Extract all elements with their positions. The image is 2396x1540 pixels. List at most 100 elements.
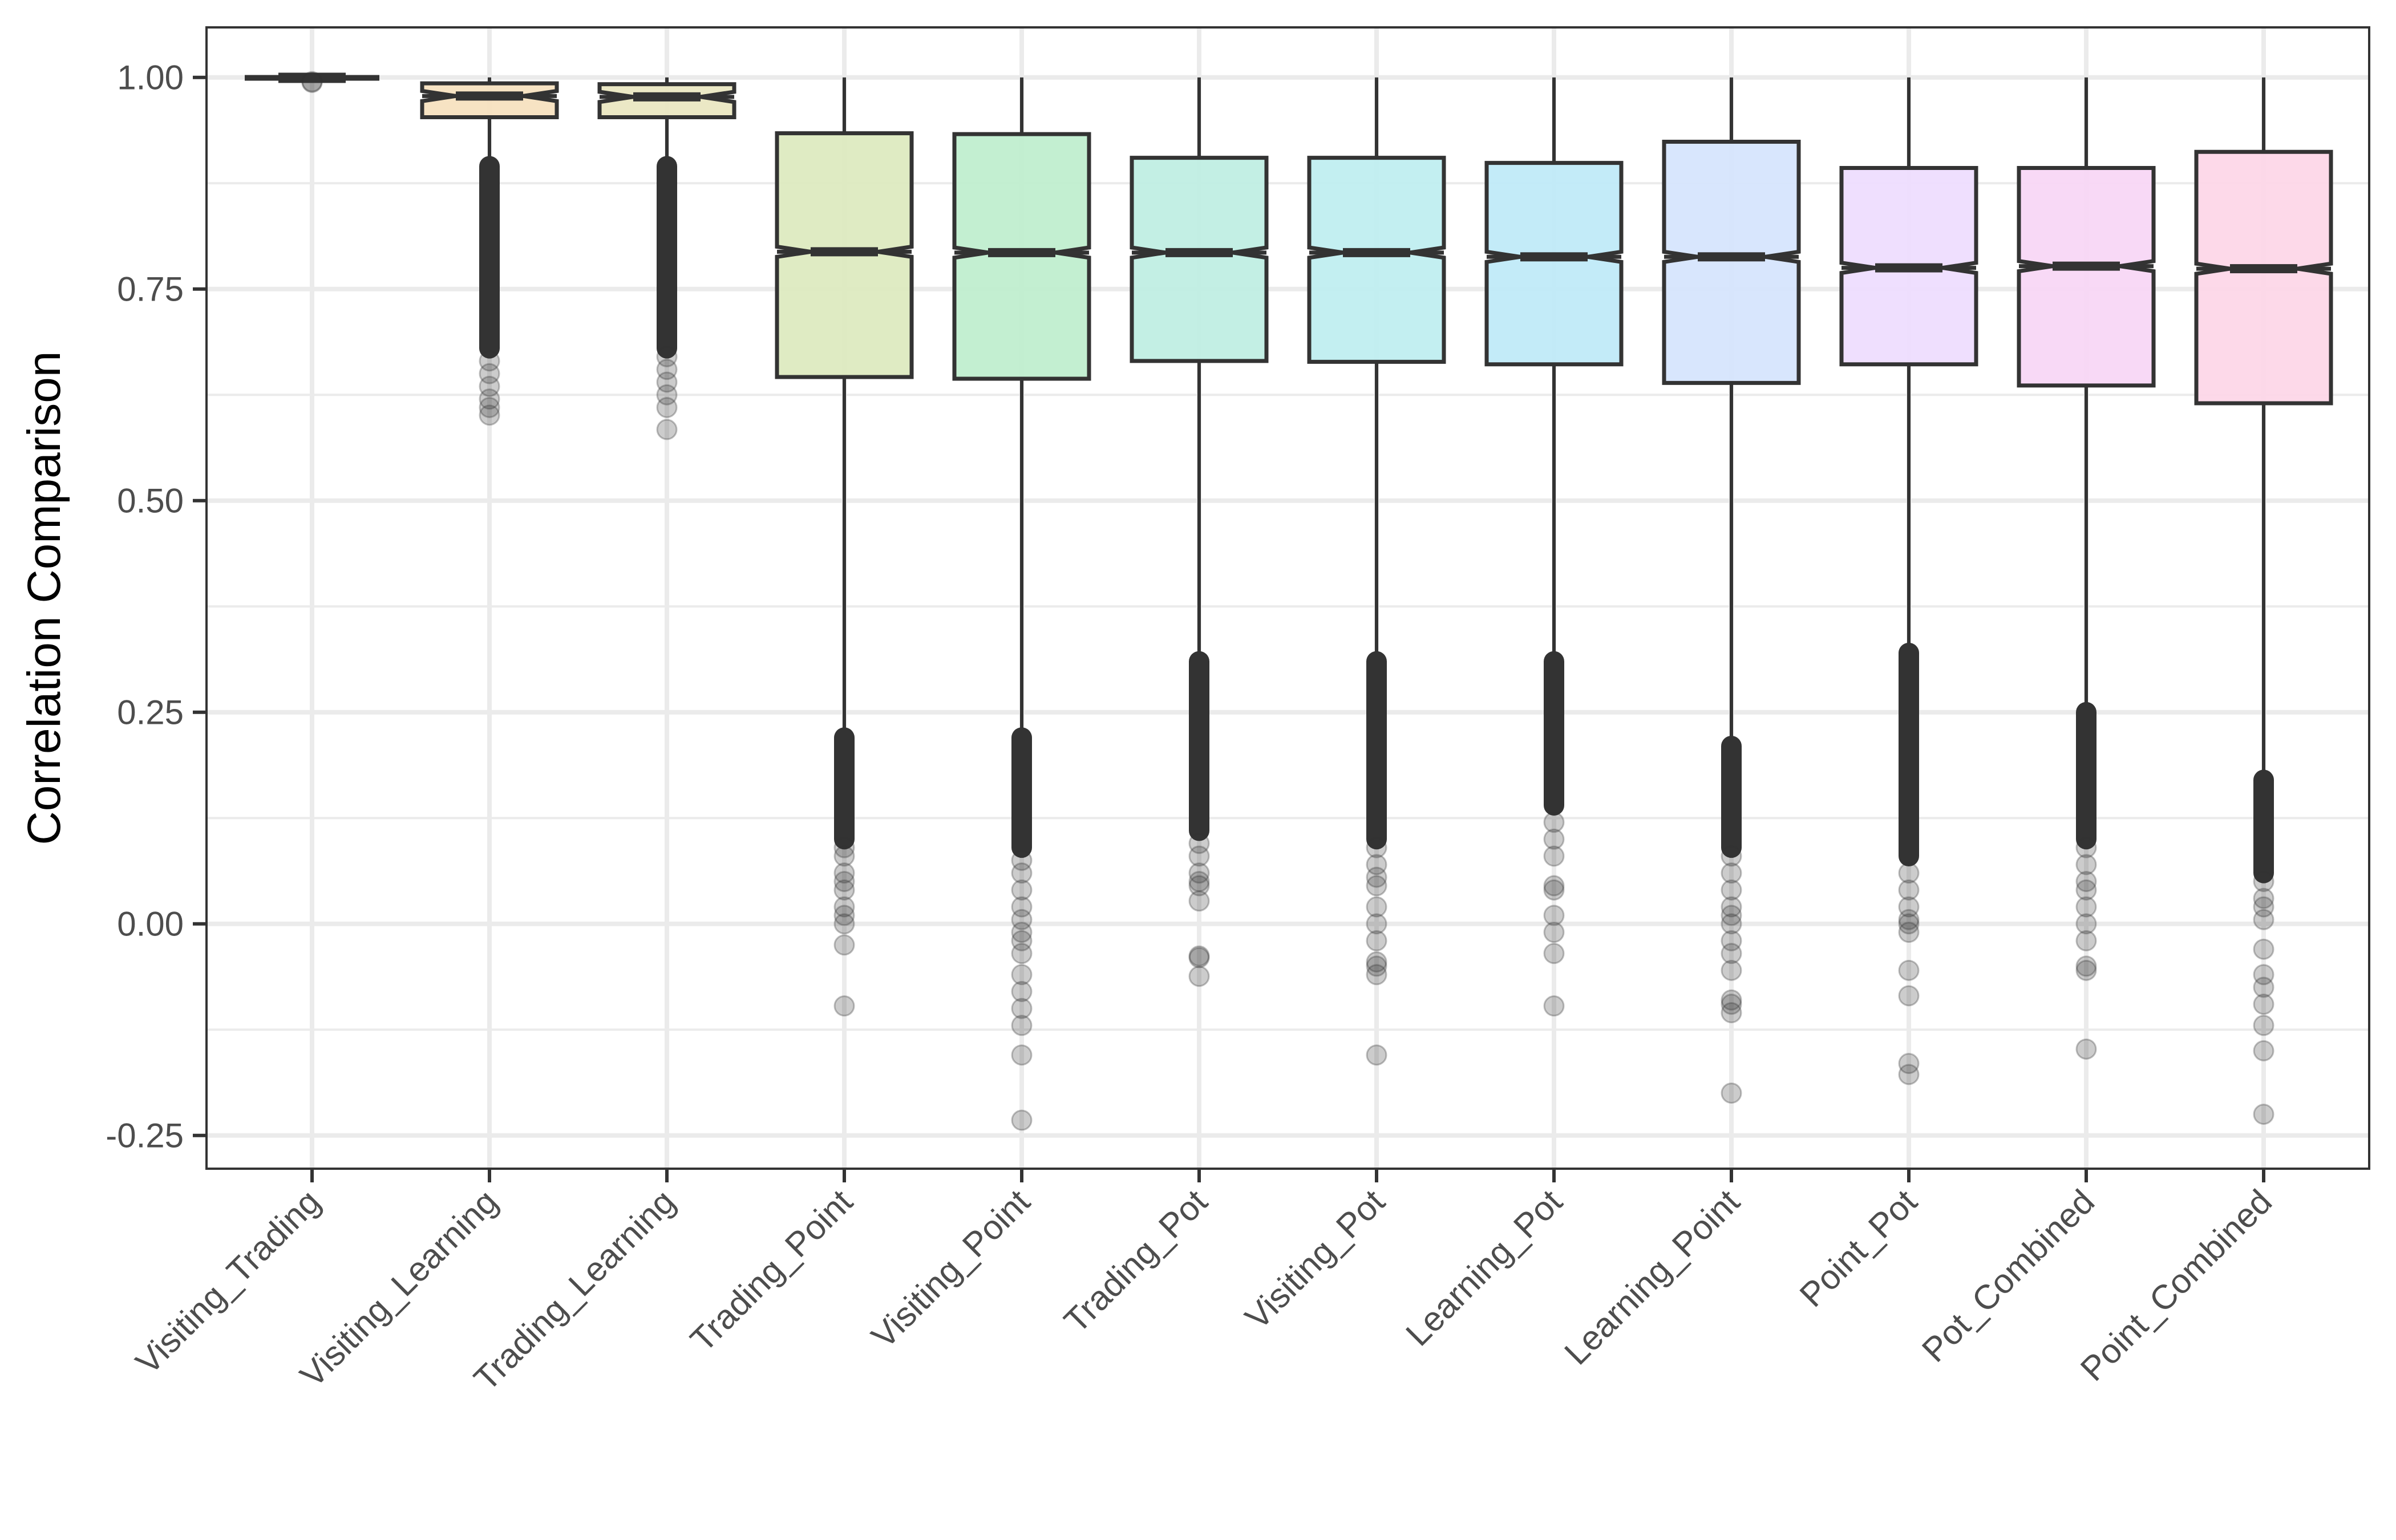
box-visiting-learning: [420, 77, 559, 426]
panel-border: [205, 26, 2370, 1170]
box-learning-pot: [1484, 77, 1624, 1017]
outlier-point: [1188, 890, 1210, 912]
outlier-point: [1011, 922, 1033, 943]
outlier-point: [2253, 994, 2274, 1015]
outlier-point: [1721, 1083, 1742, 1104]
outlier-point: [1366, 866, 1387, 888]
outlier-point: [1721, 930, 1742, 951]
outlier-point: [1543, 845, 1565, 867]
outlier-point: [833, 905, 855, 926]
y-tick-label: 0.75: [117, 270, 184, 309]
outlier-point: [1011, 849, 1033, 871]
outlier-point: [1366, 930, 1387, 951]
outlier-point: [833, 913, 855, 935]
outlier-point: [656, 396, 678, 418]
outlier-point: [1543, 905, 1565, 926]
outlier-cluster: [834, 727, 855, 850]
outlier-point: [2075, 955, 2097, 977]
outlier-point: [1011, 980, 1033, 1002]
y-axis: 1.00 0.75 0.50 0.25 0.00 -0.25: [106, 59, 207, 1155]
outlier-point: [1898, 879, 1920, 901]
box-visiting-pot: [1307, 77, 1446, 1066]
outlier-point: [1011, 1044, 1033, 1066]
outlier-point: [656, 384, 678, 406]
outlier-point: [2253, 1015, 2274, 1036]
outlier-point: [1188, 966, 1210, 987]
outlier-point: [2253, 909, 2274, 930]
outlier-point: [479, 388, 500, 410]
box-body: [1662, 139, 1801, 385]
outlier-point: [479, 375, 500, 397]
outlier-point: [656, 371, 678, 393]
outlier-cluster: [1721, 736, 1742, 858]
median-bar: [2053, 261, 2120, 271]
outlier-point: [1898, 959, 1920, 981]
outlier-point: [1366, 837, 1387, 858]
y-tick-label: 0.50: [117, 482, 184, 520]
median-bar: [456, 91, 523, 101]
outlier-point: [2075, 854, 2097, 876]
outlier-point: [1898, 922, 1920, 943]
median-bar: [633, 92, 701, 102]
outlier-point: [833, 871, 855, 892]
outlier-point: [1543, 995, 1565, 1017]
outlier-point: [1366, 964, 1387, 986]
outlier-point: [1721, 994, 1742, 1015]
box-trading-learning: [597, 77, 736, 440]
outlier-point: [1188, 945, 1210, 967]
outlier-point: [1366, 955, 1387, 977]
box-body: [2194, 149, 2333, 406]
outlier-point: [2075, 837, 2097, 858]
outlier-cluster: [479, 156, 500, 359]
box-learning-point: [1662, 77, 1801, 1104]
outlier-point: [1011, 943, 1033, 964]
outlier-point: [1721, 943, 1742, 964]
median-bar: [988, 248, 1055, 257]
outlier-point: [833, 837, 855, 858]
outlier-point: [1721, 989, 1742, 1011]
outlier-point: [2253, 896, 2274, 918]
outlier-cluster: [1899, 642, 1919, 866]
y-tick-label: 0.25: [117, 694, 184, 732]
outlier-point: [656, 359, 678, 380]
outlier-point: [1898, 909, 1920, 930]
outlier-point: [656, 346, 678, 367]
outlier-point: [2253, 964, 2274, 986]
outlier-point: [1721, 1002, 1742, 1024]
median-bar: [1343, 248, 1410, 257]
median-bar: [1875, 263, 1942, 273]
outlier-point: [1543, 879, 1565, 901]
outlier-point: [1721, 913, 1742, 935]
median-bar: [1520, 252, 1588, 262]
median-bar: [1698, 252, 1765, 262]
outlier-point: [1366, 913, 1387, 935]
outlier-point: [1188, 875, 1210, 897]
box-body: [1484, 161, 1624, 367]
outlier-point: [656, 419, 678, 440]
outlier-point: [1898, 896, 1920, 918]
outlier-point: [1011, 930, 1033, 951]
outlier-point: [1188, 845, 1210, 867]
outlier-point: [833, 896, 855, 918]
outlier-point: [301, 72, 323, 94]
outlier-point: [1898, 1053, 1920, 1075]
outlier-point: [1721, 896, 1742, 918]
y-tick-label: 1.00: [117, 59, 184, 97]
outlier-point: [833, 934, 855, 956]
outlier-point: [1366, 951, 1387, 972]
outlier-point: [1011, 896, 1033, 918]
outlier-point: [1721, 905, 1742, 926]
outlier-point: [1543, 812, 1565, 833]
y-axis-title: Correlation Comparison: [18, 351, 70, 845]
outlier-point: [1543, 875, 1565, 897]
outlier-point: [833, 862, 855, 884]
outlier-cluster: [1189, 651, 1209, 841]
outlier-point: [1721, 879, 1742, 901]
outlier-point: [1543, 922, 1565, 943]
outlier-point: [1188, 862, 1210, 884]
outlier-point: [1721, 862, 1742, 884]
outlier-point: [301, 71, 323, 92]
outlier-point: [1011, 964, 1033, 986]
box-point-combined: [2194, 77, 2333, 1125]
